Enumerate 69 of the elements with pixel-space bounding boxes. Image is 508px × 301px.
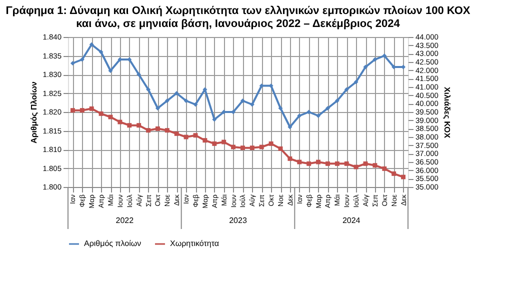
point — [334, 161, 340, 166]
point — [288, 156, 292, 161]
y2-axis-title: Χιλιάδες ΚΟΧ — [442, 86, 452, 139]
point — [344, 87, 349, 92]
point — [297, 160, 302, 164]
point — [184, 134, 188, 140]
point — [202, 138, 208, 143]
point — [164, 98, 170, 103]
point — [316, 114, 321, 118]
point — [89, 106, 94, 111]
point — [155, 106, 160, 110]
point — [184, 98, 188, 103]
point — [401, 174, 406, 180]
point — [146, 128, 151, 133]
point — [363, 64, 368, 70]
point — [297, 114, 302, 118]
text: και άνω, σε μηνιαία βάση, Ιανουάριος 2022 – Δεκέμβριος 2024 — [76, 18, 400, 30]
point — [98, 111, 104, 116]
point — [212, 117, 217, 122]
legend-label: Χωρητικότητα — [170, 239, 220, 248]
point — [278, 146, 283, 151]
point — [89, 42, 94, 47]
point — [354, 164, 358, 170]
text: Γράφημα 1: Δύναμη και Ολική Χωρητικότητα των ελληνικών εμπορικών πλοίων 100 ΚΟΧ — [6, 5, 470, 17]
point — [174, 131, 179, 136]
point — [325, 106, 330, 110]
point — [136, 72, 142, 77]
point — [70, 108, 75, 113]
point — [250, 102, 254, 107]
point — [240, 98, 245, 103]
point — [80, 108, 84, 113]
point — [372, 57, 378, 62]
point — [382, 166, 387, 171]
point — [193, 102, 198, 107]
point — [98, 50, 104, 54]
point — [354, 80, 358, 84]
point — [268, 141, 274, 146]
point — [222, 140, 226, 144]
point — [382, 54, 387, 58]
point — [193, 133, 198, 138]
point — [80, 57, 84, 62]
point — [316, 160, 321, 164]
text: 2023 — [229, 216, 248, 225]
point — [174, 91, 179, 96]
point — [344, 161, 349, 166]
point — [306, 110, 312, 114]
text: 2024 — [342, 216, 361, 225]
point — [259, 144, 264, 150]
point — [146, 87, 151, 92]
y-axis-title: Αριθμός Πλοίων — [30, 81, 39, 144]
point — [70, 61, 75, 66]
point — [240, 146, 245, 150]
point — [334, 98, 340, 103]
point — [363, 161, 368, 166]
point — [136, 123, 142, 128]
point — [372, 163, 378, 168]
point — [250, 146, 254, 150]
point — [164, 128, 170, 133]
point — [325, 161, 330, 166]
point — [155, 126, 160, 131]
point — [118, 120, 122, 124]
legend-label: Αριθμός πλοίων — [84, 239, 142, 248]
text: 2022 — [116, 216, 134, 225]
point — [231, 144, 236, 150]
point — [306, 161, 312, 166]
point — [127, 123, 132, 128]
point — [212, 141, 217, 146]
point — [392, 171, 396, 176]
point — [288, 124, 292, 130]
